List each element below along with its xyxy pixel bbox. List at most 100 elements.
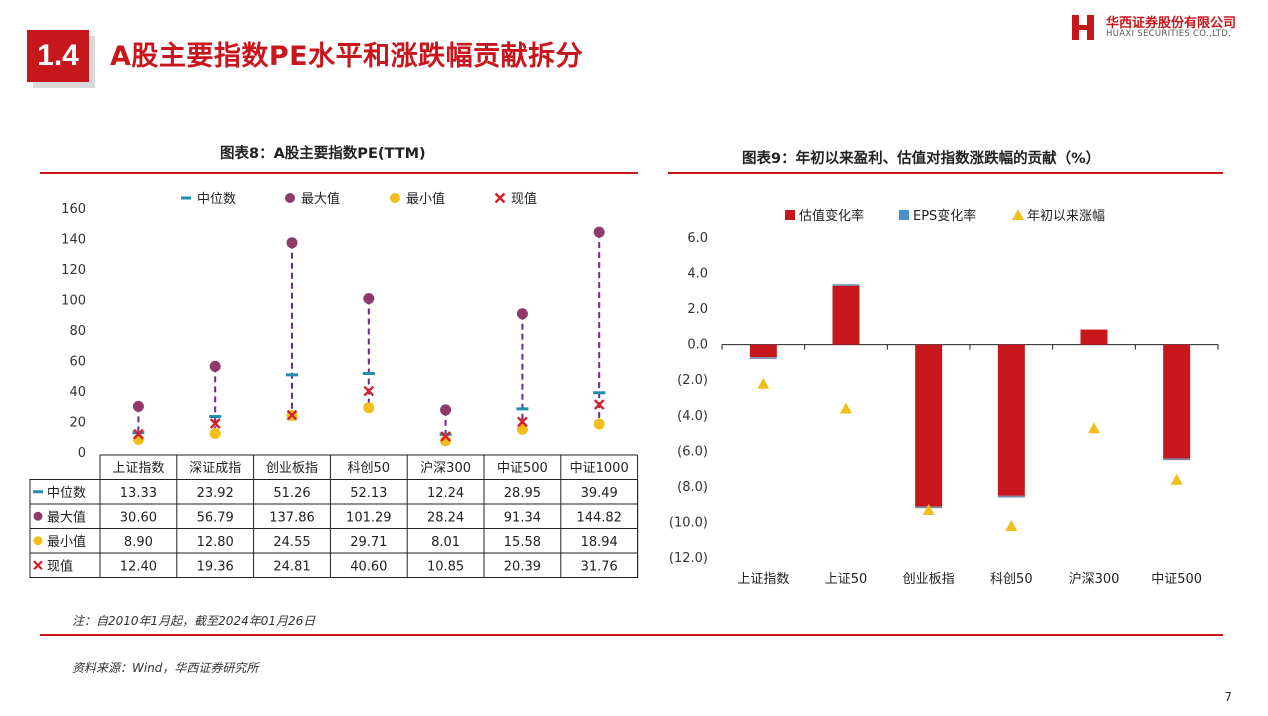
ytd-change-marker [1170,473,1183,485]
median-marker [209,415,222,419]
table-cell-value: 39.49 [581,486,618,501]
median-marker [286,373,298,377]
category-label: 中证1000 [570,461,629,476]
current-marker [517,416,528,428]
table-cell-value: 30.60 [120,510,157,525]
min-point [516,423,528,435]
legend-symbol-max [285,193,295,203]
table-cell-value: 52.13 [350,486,387,501]
table-cell-value: 19.36 [197,559,234,574]
y-tick-label: (2.0) [677,373,708,388]
y-tick-label: 80 [69,324,86,339]
current-marker [286,409,298,421]
y-tick-label: (4.0) [677,409,708,424]
legend-label: 估值变化率 [799,208,864,224]
min-point [363,402,375,414]
table-cell-value: 144.82 [576,510,622,525]
legend-symbol-bar [785,210,795,220]
table-cell-value: 24.81 [273,559,310,574]
company-logo: 华西证券股份有限公司 HUAXI SECURITIES CO.,LTD. [1070,10,1260,44]
y-tick-label: 4.0 [687,267,708,282]
table-cell-value: 10.85 [427,559,464,574]
y-tick-label: 100 [61,294,86,309]
ytd-change-marker [1005,520,1018,531]
ytd-change-marker [922,504,935,515]
current-marker [363,385,375,397]
legend-label: 最小值 [406,191,445,207]
footnote: 注：自2010年1月起，截至2024年01月26日 [72,614,316,628]
max-point [516,308,528,320]
pe-change-bar [749,344,777,358]
figure8-title-rule [40,172,638,174]
row-header-label: 最大值 [47,509,86,525]
current-marker [209,418,221,429]
page-title: A股主要指数PE水平和涨跌幅贡献拆分 [110,41,584,72]
table-cell-value: 56.79 [197,510,234,525]
row-header-label: 现值 [47,558,73,574]
y-tick-label: 140 [61,233,86,248]
logo-text-en: HUAXI SECURITIES CO.,LTD. [1106,29,1232,39]
legend-label: 现值 [511,191,537,207]
y-tick-label: 40 [69,385,86,400]
eps-change-bar [997,495,1025,498]
pe-change-bar [915,344,943,507]
table-cell-value: 91.34 [504,510,541,525]
min-point [209,427,221,439]
y-tick-label: 0.0 [687,338,708,353]
y-tick-label: 60 [69,355,86,370]
source-note: 资料来源：Wind，华西证券研究所 [72,661,259,675]
pe-change-bar [997,344,1025,496]
legend-label: 最大值 [301,191,340,207]
category-label: 上证50 [825,572,868,587]
figure9-title-rule [668,172,1223,174]
figure9-chart: 6.0 4.0 2.0 0.0 (2.0) (4.0) (6.0) (8.0) (10.0) (1… [669,208,1219,587]
row-symbol-current [33,560,43,571]
row-symbol-median [33,490,43,494]
max-point [286,237,298,249]
table-cell-value: 18.94 [581,535,618,550]
current-marker [593,399,605,410]
figure9-axes: 6.0 4.0 2.0 0.0 (2.0) (4.0) (6.0) (8.0) (10.0) (1… [669,231,1219,587]
table-cell-value: 24.55 [273,535,310,550]
y-tick-label: (12.0) [669,551,708,566]
table-cell-value: 13.33 [120,486,157,501]
page-number: 7 [1224,690,1232,704]
logo-text-cn: 华西证券股份有限公司 [1106,16,1237,31]
y-tick-label: (10.0) [669,515,708,530]
table-cell-value: 8.01 [431,535,460,550]
table-cell-value: 51.26 [273,486,310,501]
current-marker [133,428,144,440]
max-point [593,226,605,238]
legend-symbol-median [181,196,191,200]
section-badge: 1.4 [27,30,89,82]
legend-symbol-min [390,193,400,203]
table-cell-value: 12.24 [427,486,464,501]
row-symbol-min [33,536,43,546]
row-header-label: 最小值 [47,534,86,550]
footer-rule [40,634,1223,636]
legend-label: EPS变化率 [913,208,976,224]
table-cell-value: 31.76 [581,559,618,574]
figure8-table: 上证指数 深证成指 创业板指 科创50 沪深300 中证500 中证1000 中位数 13.33… [29,454,639,578]
category-label: 创业板指 [266,461,318,476]
legend-label: 中位数 [197,192,236,207]
logo-mark-icon [1072,15,1094,40]
table-cell-value: 15.58 [504,535,541,550]
median-marker [516,407,529,411]
row-symbol-max [33,511,43,521]
y-tick-label: 0 [78,446,86,461]
table-cell-value: 20.39 [504,559,541,574]
category-label: 科创50 [990,572,1033,587]
table-cell-value: 28.24 [427,510,464,525]
figure8-chart: 160 140 120 100 80 60 40 20 0 上证指数 深证成指 创业板指 科创50 沪深… [29,191,639,578]
max-point [132,400,144,412]
ytd-change-marker [1088,422,1100,434]
ytd-change-marker [757,377,770,389]
median-marker [362,372,375,376]
figure8-axes: 160 140 120 100 80 60 40 20 0 [61,202,86,461]
y-tick-label: 2.0 [687,302,708,317]
table-cell-value: 28.95 [504,486,541,501]
eps-change-bar [832,284,860,286]
median-marker [593,391,606,395]
row-header-label: 中位数 [47,486,86,501]
